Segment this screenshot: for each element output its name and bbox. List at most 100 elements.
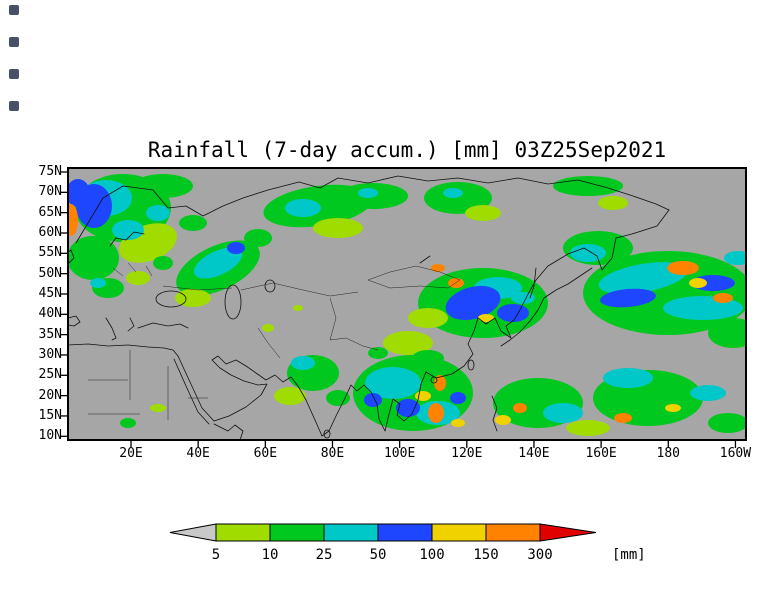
colorbar-unit-label: [mm] — [612, 547, 646, 563]
coastline-red-sea — [173, 355, 215, 425]
y-axis-tick-label: 60N — [38, 224, 62, 240]
border-china-india — [329, 297, 379, 351]
rain-cell — [227, 242, 245, 254]
coastline-japan-kuriles — [500, 267, 593, 347]
rain-cell — [570, 244, 606, 262]
rain-cell — [179, 215, 207, 231]
coastline-arctic — [75, 175, 670, 244]
y-axis-tick-label: 50N — [38, 265, 62, 281]
y-axis-tick-label: 10N — [38, 428, 62, 444]
coastline-baltic — [109, 231, 145, 247]
rain-cell — [665, 404, 681, 412]
screenshot-corner-mark — [9, 101, 19, 111]
rain-cell — [112, 220, 144, 240]
rain-cell — [291, 356, 315, 370]
rain-cell — [150, 404, 166, 412]
rain-cell — [133, 174, 193, 198]
rain-cell — [428, 403, 444, 423]
y-axis-tick-label: 65N — [38, 204, 62, 220]
border-europe-russia — [112, 262, 233, 291]
rain-cell — [478, 314, 494, 322]
y-axis-tick-label: 30N — [38, 346, 62, 362]
rain-cell — [415, 391, 431, 401]
rain-cell — [450, 392, 466, 404]
colorbar-segment — [269, 523, 325, 542]
screenshot-corner-mark — [9, 37, 19, 47]
rain-cell — [262, 324, 274, 332]
colorbar: 5 10 25 50 100 150 300 [mm] — [169, 523, 646, 563]
rain-cell — [543, 403, 583, 423]
rain-cell — [193, 247, 243, 279]
colorbar-segment — [431, 523, 487, 542]
x-axis-tick-label: 140E — [518, 446, 550, 461]
rain-cell — [511, 292, 535, 304]
y-axis-tick-label: 20N — [38, 387, 62, 403]
x-axis-tick-label: 60E — [253, 446, 278, 461]
y-axis-tick-label: 40N — [38, 306, 62, 322]
y-axis-tick-label: 45N — [38, 285, 62, 301]
rain-cell — [396, 399, 420, 417]
axis-ticks-layer — [60, 171, 737, 448]
y-axis-tick-label: 70N — [38, 184, 62, 200]
colorbar-tick-label: 5 — [212, 547, 220, 563]
rain-cell — [443, 188, 463, 198]
border-kazakh-russia — [240, 282, 359, 297]
rain-cell — [68, 236, 119, 280]
border-africa — [88, 350, 208, 420]
y-axis-tick-label: 75N — [38, 164, 62, 179]
rain-cell — [495, 415, 511, 425]
coastline-layer — [68, 175, 670, 440]
rain-cell — [326, 390, 350, 406]
rain-cell — [713, 293, 733, 303]
rain-cell — [146, 205, 170, 221]
rain-cell — [368, 347, 388, 359]
y-axis-tick-label: 15N — [38, 407, 62, 423]
aral-sea — [264, 279, 276, 293]
coastline-britain — [68, 249, 75, 265]
colorbar-segment — [377, 523, 433, 542]
rain-cell — [274, 387, 306, 405]
y-axis-tick-label: 25N — [38, 367, 62, 383]
rain-cell — [313, 218, 363, 238]
coastline-philippines — [491, 395, 498, 432]
rain-cell — [598, 262, 688, 294]
y-axis-tick-label: 55N — [38, 245, 62, 261]
border-iran-pakistan — [257, 327, 281, 359]
colorbar-segment — [215, 523, 271, 542]
map-plot — [60, 167, 747, 448]
colorbar-tick-label: 300 — [527, 547, 552, 563]
colorbar-right-arrow — [539, 523, 597, 542]
chart-title: Rainfall (7-day accum.) [mm] 03Z25Sep202… — [147, 138, 667, 162]
screenshot-corner-mark — [9, 5, 19, 15]
colorbar-tick-label: 50 — [370, 547, 387, 563]
rain-cell — [724, 251, 746, 265]
rain-cell — [513, 403, 527, 413]
lake-baikal — [419, 255, 431, 264]
coastline-mediterranean — [68, 343, 179, 357]
colorbar-tick-label: 25 — [316, 547, 333, 563]
x-axis-tick-label: 160W — [719, 446, 752, 461]
colorbar-segment — [323, 523, 379, 542]
rain-cell — [689, 278, 707, 288]
rain-cell — [68, 204, 78, 236]
coastline-pacific-indian — [211, 209, 670, 437]
rain-cell — [408, 308, 448, 328]
colorbar-tick-label: 10 — [262, 547, 279, 563]
rain-cell — [708, 318, 746, 348]
rain-cell — [120, 418, 136, 428]
rain-cell — [365, 367, 421, 399]
rainfall-shading-layer — [68, 174, 746, 436]
screenshot-corner-mark — [9, 69, 19, 79]
rain-cell — [600, 288, 656, 308]
hainan-island — [430, 376, 438, 384]
coastline-turkey-greece-italy-iberia — [68, 315, 189, 341]
coastline-gulf-of-aden — [213, 423, 244, 440]
x-axis-tick-label: 120E — [451, 446, 483, 461]
rain-cell — [90, 278, 106, 288]
rain-cell — [244, 229, 272, 247]
rain-cell — [126, 271, 150, 285]
caspian-sea — [224, 284, 242, 320]
border-mongolia — [367, 265, 461, 289]
x-axis-tick-label: 160E — [585, 446, 617, 461]
